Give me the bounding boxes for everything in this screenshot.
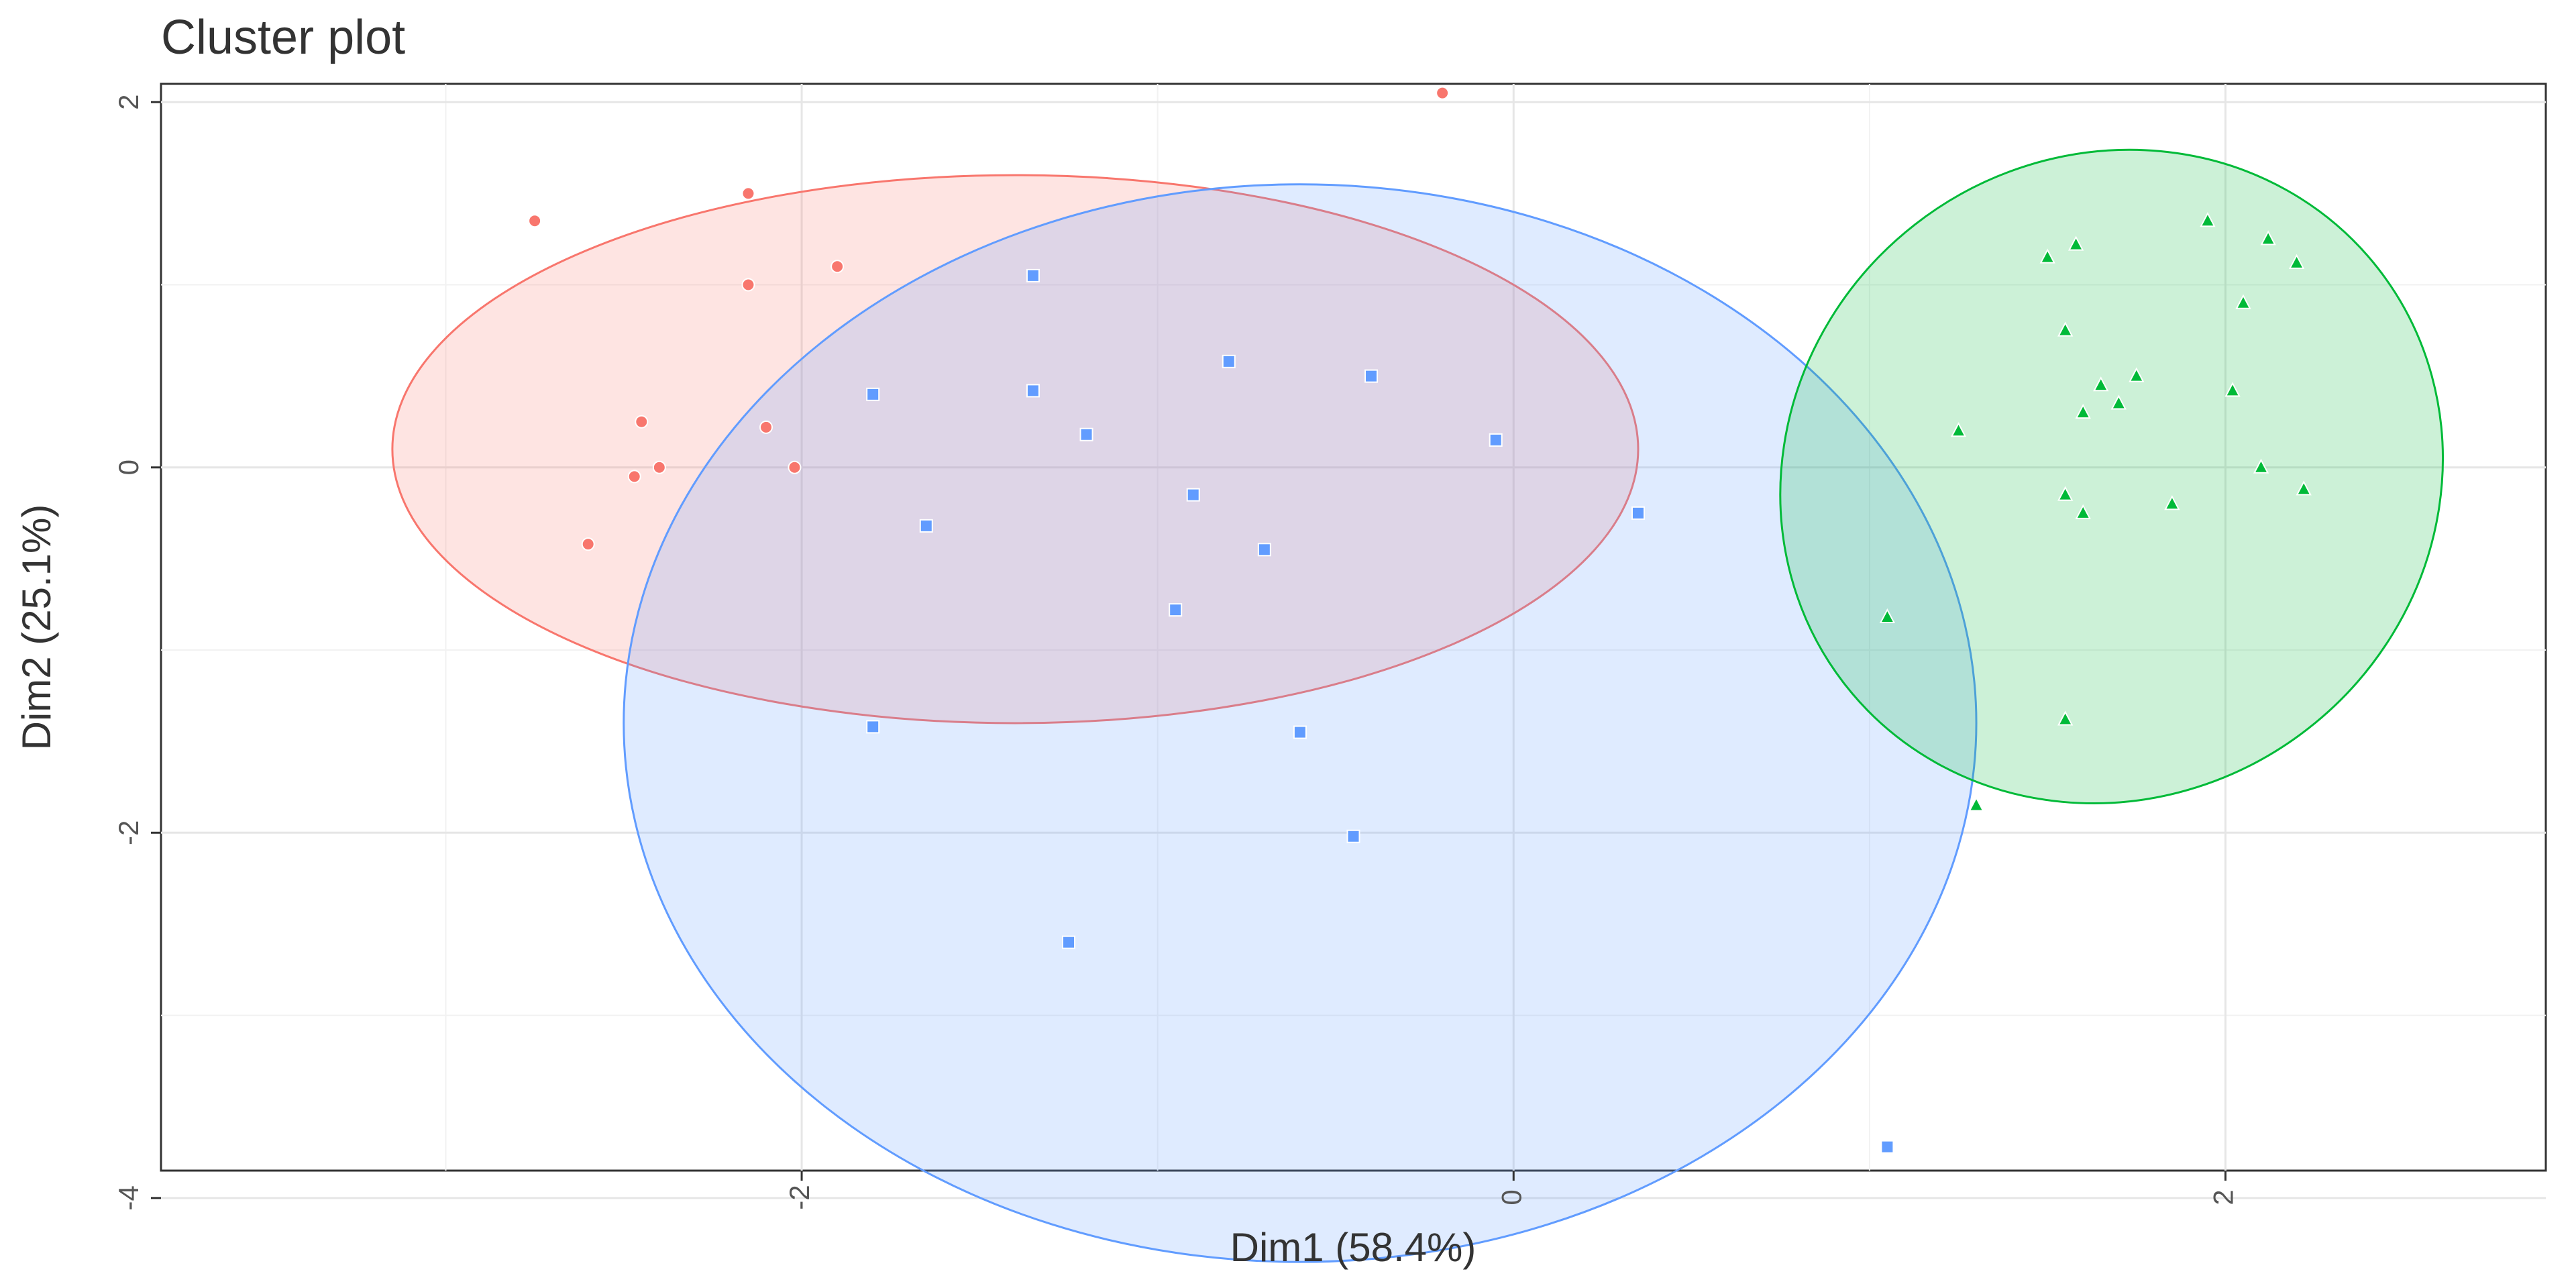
y-tick-label: 0 [113, 460, 144, 475]
y-axis-label: Dim2 (25.1%) [14, 504, 59, 751]
cluster-3-point [2110, 394, 2127, 410]
x-axis-label: Dim1 (58.4%) [1230, 1225, 1477, 1270]
cluster-1-point [741, 278, 755, 292]
cluster-3-point [2253, 458, 2269, 474]
cluster-3-point [2093, 376, 2109, 392]
y-axis-ticks: 2 0 -2 -4 [113, 95, 161, 1211]
cluster-2-ellipse [623, 183, 1978, 1263]
cluster-2-point [919, 519, 933, 533]
x-axis-ticks: -2 0 2 [784, 1171, 2239, 1210]
cluster-2-point [1186, 488, 1200, 502]
cluster-2-point [1364, 369, 1379, 383]
cluster-3-point [1879, 608, 1896, 624]
cluster-3-point [2057, 486, 2074, 501]
y-tick-label: -4 [113, 1185, 144, 1210]
cluster-3-point [1950, 422, 1967, 437]
cluster-3-point [2068, 235, 2084, 251]
cluster-3-ellipse [1779, 148, 2444, 804]
cluster-3-point [2235, 294, 2251, 309]
cluster-1-point [1436, 86, 1450, 100]
cluster-3-point [2296, 480, 2312, 496]
cluster-points [528, 86, 2312, 1154]
cluster-3-point [2260, 230, 2276, 246]
cluster-1-point [759, 420, 773, 434]
cluster-1-point [788, 460, 802, 474]
cluster-1-point [635, 415, 649, 429]
cluster-3-point [2039, 248, 2055, 264]
cluster-2-point [1062, 935, 1076, 949]
y-tick-label: -2 [113, 820, 144, 845]
cluster-2-point [1489, 433, 1503, 447]
cluster-3-point [2224, 382, 2241, 397]
y-tick-label: 2 [113, 95, 144, 110]
cluster-2-point [1257, 543, 1271, 557]
x-tick-label: 2 [2208, 1189, 2239, 1205]
cluster-2-point [1346, 829, 1360, 843]
x-tick-label: -2 [784, 1185, 815, 1210]
grid-lines [161, 84, 2546, 1199]
cluster-2-point [866, 387, 880, 401]
cluster-3-point [2164, 495, 2180, 511]
cluster-2-point [1026, 384, 1040, 398]
cluster-1-point [627, 470, 641, 484]
cluster-3-point [1968, 796, 1984, 812]
plot-area [160, 83, 2547, 1263]
cluster-3-point [2075, 403, 2091, 419]
cluster-ellipses [391, 148, 2444, 1263]
cluster-2-point [866, 720, 880, 734]
cluster-3-point [2288, 254, 2305, 269]
cluster-3-point [2200, 212, 2216, 227]
cluster-2-point [1880, 1140, 1894, 1154]
cluster-2-point [1222, 354, 1236, 368]
plot-panel [160, 83, 2547, 1172]
cluster-1-point [741, 186, 755, 201]
cluster-3-point [2057, 321, 2074, 337]
chart-title: Cluster plot [161, 11, 405, 64]
cluster-2-point [1293, 725, 1307, 739]
cluster-2-point [1079, 427, 1093, 441]
cluster-1-point [652, 460, 666, 474]
cluster-2-point [1169, 603, 1183, 617]
cluster-1-point [581, 537, 595, 551]
cluster-1-point [528, 214, 542, 228]
cluster-3-point [2075, 504, 2091, 519]
cluster-3-point [2129, 367, 2145, 382]
cluster-1-point [830, 260, 845, 274]
cluster-1-ellipse [391, 174, 1640, 724]
cluster-3-point [2057, 710, 2074, 726]
cluster-2-point [1026, 268, 1040, 282]
cluster-2-point [1631, 506, 1645, 520]
x-tick-label: 0 [1495, 1189, 1527, 1205]
